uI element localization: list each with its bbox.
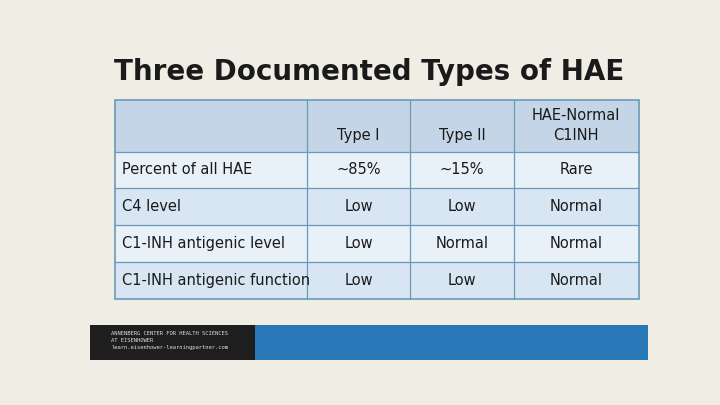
Text: Low: Low: [344, 199, 373, 214]
Text: Normal: Normal: [550, 236, 603, 251]
Text: Rare: Rare: [559, 162, 593, 177]
Text: Low: Low: [448, 199, 476, 214]
Bar: [114, 100, 639, 299]
Text: Low: Low: [344, 273, 373, 288]
Text: C1-INH antigenic level: C1-INH antigenic level: [122, 236, 285, 251]
Text: ~85%: ~85%: [336, 162, 381, 177]
Text: HAE-Normal
C1INH: HAE-Normal C1INH: [532, 109, 621, 143]
Bar: [114, 225, 639, 262]
Text: Normal: Normal: [436, 236, 488, 251]
Text: Normal: Normal: [550, 199, 603, 214]
Text: ANNENBERG CENTER FOR HEALTH SCIENCES
AT EISENHOWER
learn.eisenhower-learningpart: ANNENBERG CENTER FOR HEALTH SCIENCES AT …: [111, 331, 228, 350]
Text: C1-INH antigenic function: C1-INH antigenic function: [122, 273, 310, 288]
Text: Three Documented Types of HAE: Three Documented Types of HAE: [114, 58, 624, 86]
Bar: [114, 262, 639, 299]
Bar: [255, 324, 648, 360]
Text: ~15%: ~15%: [440, 162, 484, 177]
Bar: [90, 324, 255, 360]
Text: Low: Low: [344, 236, 373, 251]
Text: Type I: Type I: [338, 128, 380, 143]
Bar: [114, 188, 639, 225]
Text: Low: Low: [448, 273, 476, 288]
Bar: [114, 100, 639, 151]
Text: C4 level: C4 level: [122, 199, 181, 214]
Bar: [114, 151, 639, 188]
Text: Normal: Normal: [550, 273, 603, 288]
Text: Percent of all HAE: Percent of all HAE: [122, 162, 253, 177]
Text: Type II: Type II: [438, 128, 485, 143]
